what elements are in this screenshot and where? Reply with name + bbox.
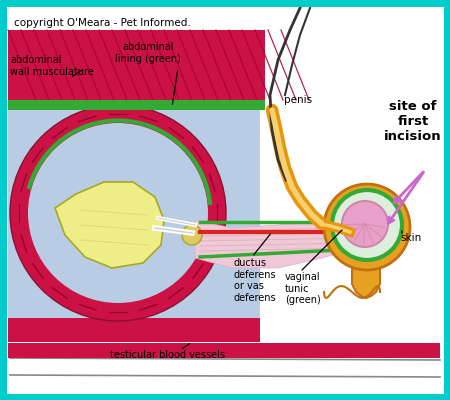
Polygon shape (8, 100, 260, 318)
Polygon shape (55, 182, 164, 268)
Polygon shape (8, 343, 440, 358)
Circle shape (324, 184, 410, 270)
Circle shape (182, 225, 202, 245)
Text: vaginal
tunic
(green): vaginal tunic (green) (285, 272, 321, 305)
Text: copyright O'Meara - Pet Informed.: copyright O'Meara - Pet Informed. (14, 18, 191, 28)
Text: testicular blood vessels: testicular blood vessels (111, 350, 225, 360)
Text: site of
first
incision: site of first incision (384, 100, 442, 143)
Polygon shape (195, 220, 358, 268)
Text: penis: penis (284, 95, 312, 105)
Circle shape (332, 190, 402, 260)
Circle shape (10, 105, 226, 321)
Circle shape (340, 224, 356, 240)
Polygon shape (8, 100, 265, 110)
Circle shape (342, 201, 388, 247)
Text: abdominal
wall musculature: abdominal wall musculature (10, 55, 94, 77)
Polygon shape (8, 30, 265, 100)
Polygon shape (8, 318, 260, 342)
Polygon shape (352, 268, 380, 298)
Text: ductus
deferens
or vas
deferens: ductus deferens or vas deferens (234, 258, 277, 303)
Text: abdominal
lining (green): abdominal lining (green) (115, 42, 181, 64)
Circle shape (28, 123, 208, 303)
Text: skin: skin (400, 233, 421, 243)
